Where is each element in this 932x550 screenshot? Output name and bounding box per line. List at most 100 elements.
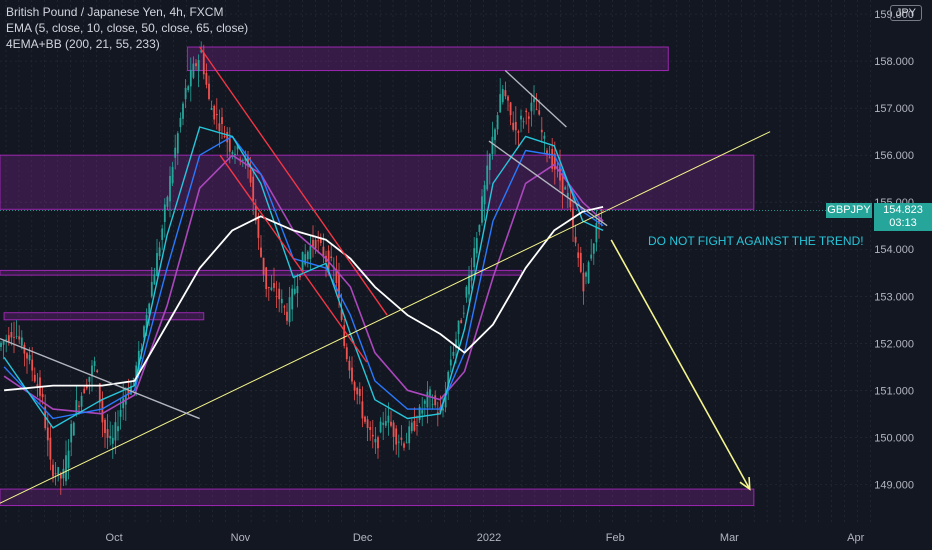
- candle-body: [507, 96, 509, 101]
- candle-body: [275, 296, 278, 297]
- gray-line-jan-mid: [488, 140, 608, 227]
- candle-body: [319, 237, 322, 244]
- candle-body: [421, 410, 424, 414]
- candle-body: [585, 272, 587, 277]
- candle-body: [104, 419, 106, 434]
- candle-body: [553, 153, 556, 170]
- candle-body: [465, 286, 468, 298]
- candle-body: [351, 367, 353, 382]
- symbol-title[interactable]: British Pound / Japanese Yen, 4h, FXCM: [6, 5, 224, 19]
- candle-body: [179, 117, 182, 128]
- candle-body: [345, 347, 348, 360]
- candle-body: [98, 383, 101, 403]
- candle-body: [569, 199, 572, 208]
- candle-body: [384, 421, 387, 426]
- candle-body: [314, 239, 317, 249]
- candle-body: [163, 204, 166, 222]
- candle-body: [2, 340, 5, 345]
- candle-body: [595, 223, 598, 243]
- candle-body: [574, 236, 577, 243]
- currency-badge[interactable]: JPY: [889, 5, 922, 21]
- candle-body: [54, 473, 57, 475]
- indicator-4ema-bb[interactable]: 4EMA+BB (200, 21, 55, 233): [6, 37, 160, 51]
- candle-body: [111, 437, 114, 444]
- candle-body: [283, 306, 286, 308]
- candle-body: [548, 157, 551, 159]
- candle-body: [546, 150, 548, 154]
- x-tick-label: Mar: [720, 532, 739, 544]
- candle-body: [348, 360, 351, 371]
- candle-body: [387, 415, 390, 423]
- candle-body: [189, 69, 192, 87]
- x-tick-label: Apr: [847, 532, 864, 544]
- candle-body: [15, 335, 18, 337]
- candle-body: [538, 110, 541, 115]
- candle-body: [514, 121, 517, 131]
- candle-body: [434, 395, 437, 406]
- candle-body: [156, 253, 158, 276]
- projection-arrow-head: [739, 477, 751, 491]
- candle-body: [176, 133, 179, 154]
- ema-slow-line: [3, 154, 604, 415]
- y-axis: 149.000 150.000 151.000 152.000 153.000 154.0…: [874, 9, 914, 491]
- projection-arrow: [610, 239, 751, 490]
- candle-body: [18, 336, 21, 340]
- y-tick-label: 151.000: [874, 385, 914, 397]
- candle-body: [36, 384, 39, 387]
- candle-body: [475, 238, 478, 254]
- candle-body: [543, 135, 546, 139]
- candle-body: [488, 154, 491, 170]
- candle-body: [13, 337, 15, 338]
- trend-annotation: DO NOT FIGHT AGAINST THE TREND!: [648, 234, 864, 248]
- candle-body: [158, 247, 161, 257]
- candle-body: [114, 422, 117, 441]
- candle-body: [364, 416, 366, 422]
- candle-body: [96, 370, 99, 373]
- candle-body: [499, 94, 502, 113]
- candle-body: [215, 114, 218, 116]
- candle-body: [330, 256, 333, 259]
- x-tick-label: Dec: [353, 532, 373, 544]
- indicator-ema[interactable]: EMA (5, close, 10, close, 50, close, 65,…: [6, 21, 249, 35]
- candle-body: [109, 436, 112, 439]
- candle-body: [416, 425, 418, 426]
- candle-body: [582, 272, 585, 292]
- y-tick-label: 149.000: [874, 479, 914, 491]
- candle-body: [455, 339, 457, 349]
- candle-body: [257, 215, 260, 238]
- candle-body: [299, 275, 301, 278]
- channel-lower: [219, 154, 368, 363]
- candle-body: [265, 267, 268, 290]
- y-tick-label: 154.000: [874, 244, 914, 256]
- candle-body: [218, 123, 221, 132]
- candle-body: [462, 312, 465, 314]
- candle-body: [369, 427, 372, 430]
- candle-body: [197, 60, 200, 71]
- y-tick-label: 159.000: [874, 9, 914, 21]
- candle-body: [512, 122, 515, 130]
- candle-body: [353, 382, 356, 391]
- candle-body: [361, 401, 364, 419]
- zone-152: [3, 312, 205, 321]
- candle-body: [270, 287, 273, 290]
- candle-body: [501, 89, 504, 103]
- last-price-tag: 154.823 03:13: [874, 203, 932, 231]
- candle-body: [278, 288, 281, 300]
- x-tick-label: Feb: [606, 532, 625, 544]
- ema-fast-line: [3, 126, 604, 429]
- candle-body: [504, 90, 507, 97]
- candle-body: [322, 246, 325, 258]
- candle-body: [600, 209, 603, 213]
- candle-body: [527, 116, 530, 119]
- y-tick-label: 157.000: [874, 103, 914, 115]
- candle-body: [93, 361, 96, 366]
- candle-body: [397, 441, 400, 443]
- candle-body: [0, 342, 2, 348]
- candle-body: [5, 339, 8, 341]
- candle-body: [202, 52, 205, 75]
- candle-body: [280, 298, 283, 304]
- candle-body: [356, 387, 359, 395]
- candle-body: [223, 136, 226, 138]
- last-price-value: 154.823: [883, 204, 923, 216]
